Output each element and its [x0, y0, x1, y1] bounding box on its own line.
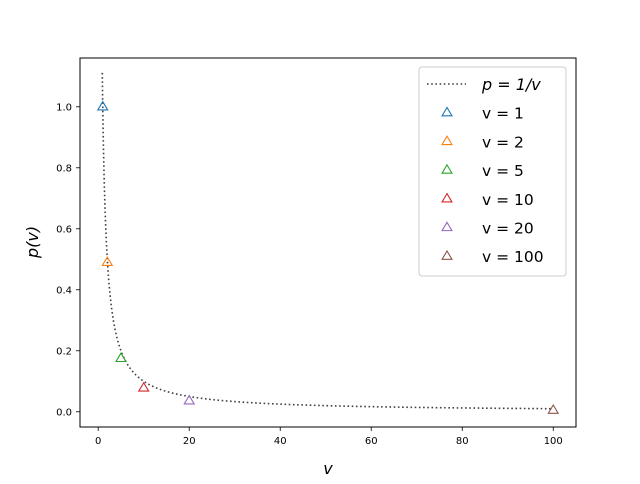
- legend-label: v = 1: [482, 105, 524, 123]
- x-axis-ticks: 0 20 40 60 80 100: [95, 427, 563, 447]
- x-tick-label: 80: [456, 436, 469, 447]
- x-tick-label: 20: [183, 436, 196, 447]
- data-point-marker: [115, 352, 127, 363]
- legend-marker: [441, 106, 453, 117]
- legend-marker: [441, 221, 453, 232]
- x-axis-label: v: [323, 459, 333, 478]
- y-tick-label: 1.0: [56, 102, 72, 113]
- legend: p = 1/v v = 1 v = 2 v = 5 v = 10 v = 20 v = 10…: [418, 66, 567, 277]
- y-tick-label: 0.8: [56, 163, 72, 174]
- legend-box: [418, 66, 567, 277]
- legend-label: v = 2: [482, 133, 524, 151]
- data-point-marker: [137, 381, 150, 392]
- data-point-marker: [101, 256, 114, 266]
- data-point-marker: [547, 403, 560, 414]
- legend-marker: [441, 249, 453, 260]
- y-tick-label: 0.2: [56, 346, 72, 357]
- legend-label: v = 100: [482, 248, 544, 266]
- x-tick-label: 100: [544, 436, 563, 447]
- x-tick-label: 0: [95, 436, 101, 447]
- plot-frame: [79, 57, 577, 428]
- y-tick-label: 0.6: [56, 224, 72, 235]
- legend-marker: [441, 135, 453, 146]
- plot-layer: [96, 72, 560, 414]
- legend-label: v = 10: [482, 191, 534, 209]
- curve-line: [101, 72, 554, 410]
- legend-label: p = 1/v: [481, 75, 541, 94]
- y-tick-label: 0.0: [56, 407, 72, 418]
- x-tick-label: 60: [365, 436, 378, 447]
- data-point-marker: [183, 394, 196, 405]
- y-tick-label: 0.4: [56, 285, 72, 296]
- data-point-marker: [96, 100, 109, 111]
- legend-marker: [441, 163, 453, 174]
- legend-label: v = 5: [482, 162, 524, 180]
- legend-label: v = 20: [482, 220, 534, 238]
- y-axis-label: p(v): [23, 226, 42, 259]
- y-axis-ticks: 0.0 0.2 0.4 0.6 0.8 1.0: [56, 102, 80, 418]
- legend-marker: [441, 192, 453, 203]
- x-tick-label: 40: [274, 436, 287, 447]
